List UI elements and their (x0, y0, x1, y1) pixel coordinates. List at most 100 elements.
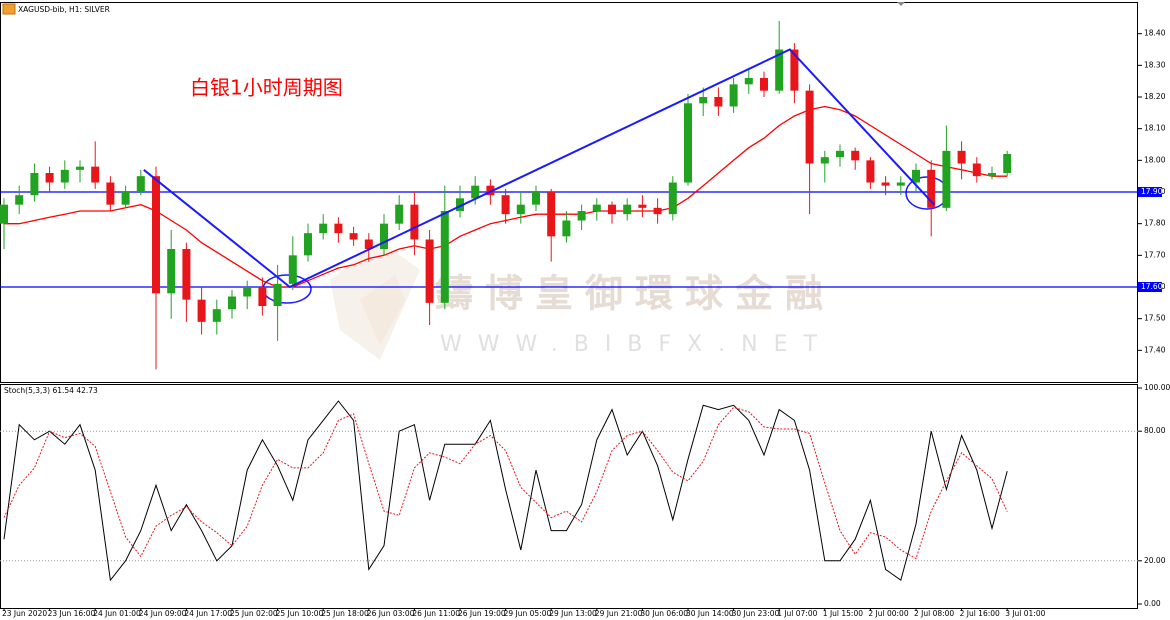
candle-body (653, 207, 662, 215)
y-tick-label: 18.40 (1144, 29, 1166, 38)
candle-body (972, 163, 981, 177)
candle-body (410, 204, 419, 240)
candle-body (258, 287, 267, 306)
candle-body (699, 97, 708, 104)
candle-body (896, 182, 905, 186)
trend-line (143, 48, 935, 289)
stoch-line (3, 400, 1008, 582)
candle-body (729, 84, 738, 107)
candle-body (76, 166, 84, 170)
candle-body (486, 185, 495, 196)
candle-body (881, 182, 890, 186)
candle-body (912, 169, 920, 183)
candle-body (562, 220, 571, 237)
candle-body (775, 49, 784, 91)
annotation: 白银1小时周期图 (190, 76, 343, 100)
candle-body (228, 296, 236, 310)
x-tick-label: 29 Jun 13:00 (549, 609, 597, 618)
stoch-panel (0, 384, 1138, 609)
candle-body (744, 78, 753, 85)
shift-marker (897, 2, 905, 6)
candle-body (288, 255, 297, 284)
x-tick-label: 25 Jun 18:00 (321, 609, 369, 618)
y-tick-label: 0.00 (1144, 599, 1161, 608)
candle-body (319, 223, 328, 234)
candle-body (30, 173, 39, 196)
candle-body (805, 90, 814, 164)
y-tick-label: 18.00 (1144, 155, 1166, 164)
candle-body (0, 204, 8, 224)
candle-body (364, 239, 373, 249)
level-label-box (1138, 282, 1162, 292)
candle-body (836, 150, 844, 158)
y-tick-label: 17.70 (1144, 250, 1166, 259)
candle-body (197, 299, 206, 322)
y-tick-label: 17.80 (1144, 219, 1166, 228)
candle-body (1003, 154, 1012, 173)
y-tick-label: 80.00 (1144, 426, 1166, 435)
x-tick-label: 23 Jun 16:00 (48, 609, 96, 618)
x-tick-label: 2 Jul 00:00 (868, 609, 908, 618)
x-tick-label: 29 Jun 21:00 (595, 609, 643, 618)
highlight-ellipse (262, 274, 312, 304)
candle-body (866, 160, 875, 183)
candle-body (152, 176, 160, 294)
candle-body (501, 195, 510, 215)
y-tick-label: 17.50 (1144, 314, 1166, 323)
candle-body (15, 195, 24, 205)
candle-body (136, 176, 145, 192)
level-label: 17.90 (1141, 187, 1163, 196)
x-tick-label: 26 Jun 03:00 (367, 609, 415, 618)
candle-body (516, 204, 525, 215)
x-tick-label: 3 Jul 01:00 (1005, 609, 1045, 618)
y-tick-label: 18.10 (1144, 124, 1166, 133)
stoch-title: Stoch(5,3,3) 61.54 42.73 (4, 386, 98, 395)
x-tick-label: 25 Jun 10:00 (276, 609, 324, 618)
y-tick-label: 100.00 (1144, 383, 1170, 392)
candle-body (790, 49, 799, 91)
x-tick-label: 24 Jun 09:00 (139, 609, 187, 618)
candle-body (380, 223, 388, 249)
x-tick-label: 30 Jun 14:00 (686, 609, 734, 618)
candle-body (608, 204, 616, 215)
candle-body (851, 150, 860, 161)
x-tick-label: 23 Jun 2020 (2, 609, 47, 618)
x-tick-label: 2 Jul 16:00 (960, 609, 1000, 618)
candle-body (212, 309, 221, 322)
candle-body (456, 198, 464, 211)
candle-body (182, 249, 191, 300)
y-tick-label: 20.00 (1144, 556, 1166, 565)
candle-body (942, 150, 951, 208)
candle-body (243, 287, 252, 297)
candle-body (957, 150, 966, 164)
y-tick-label: 18.20 (1144, 92, 1166, 101)
x-tick-label: 24 Jun 17:00 (184, 609, 232, 618)
candle-body (577, 211, 586, 221)
x-tick-label: 25 Jun 02:00 (230, 609, 278, 618)
candle-body (334, 223, 343, 234)
x-tick-label: 24 Jun 01:00 (93, 609, 141, 618)
candle-body (471, 185, 480, 199)
candle-body (91, 166, 100, 183)
candle-body (820, 157, 829, 164)
candle-body (273, 283, 282, 306)
candle-body (592, 204, 601, 211)
watermark-cn: 鑄博皇御環球金融 (435, 272, 835, 316)
candle-body (440, 211, 449, 303)
x-tick-label: 30 Jun 06:00 (640, 609, 688, 618)
candle-body (760, 78, 768, 91)
candle-body (349, 233, 358, 240)
stoch-line (3, 406, 1008, 560)
x-tick-label: 1 Jul 07:00 (777, 609, 817, 618)
candle-body (638, 204, 647, 208)
candle-body (60, 169, 69, 183)
x-tick-label: 29 Jun 05:00 (504, 609, 552, 618)
candle-body (927, 169, 936, 208)
candle-body (668, 182, 677, 215)
x-tick-label: 1 Jul 15:00 (823, 609, 863, 618)
x-tick-label: 2 Jul 08:00 (914, 609, 954, 618)
candle-body (167, 249, 176, 294)
level-label-box (1138, 187, 1162, 197)
watermark-logo (330, 240, 420, 360)
